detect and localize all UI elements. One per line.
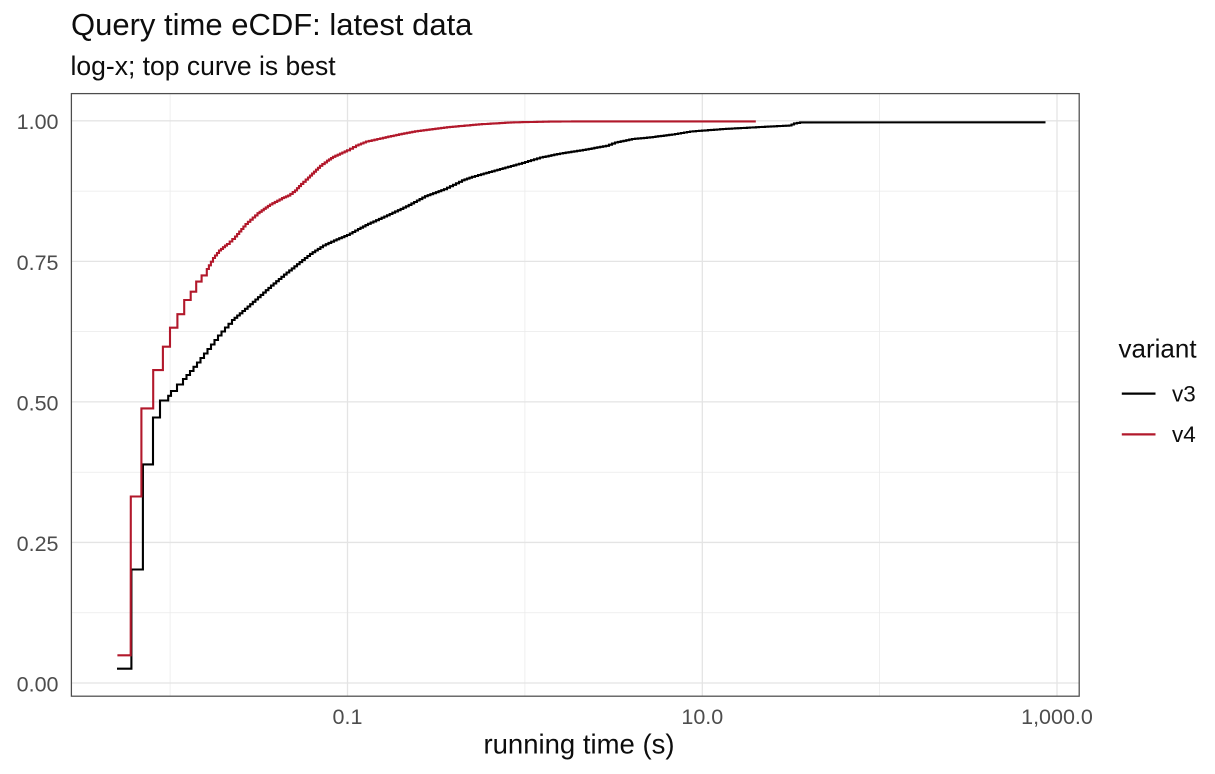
- svg-text:running time (s): running time (s): [483, 728, 674, 759]
- svg-text:1.00: 1.00: [17, 110, 59, 134]
- svg-text:v3: v3: [1172, 382, 1196, 407]
- svg-text:variant: variant: [1119, 333, 1198, 363]
- svg-text:log-x; top curve is best: log-x; top curve is best: [71, 51, 337, 81]
- svg-text:0.50: 0.50: [17, 391, 59, 415]
- svg-text:0.75: 0.75: [17, 251, 59, 275]
- svg-text:Query time eCDF: latest data: Query time eCDF: latest data: [71, 7, 473, 42]
- svg-text:0.00: 0.00: [17, 673, 59, 697]
- svg-text:0.25: 0.25: [17, 532, 59, 556]
- svg-text:10.0: 10.0: [681, 705, 723, 729]
- svg-text:v4: v4: [1172, 422, 1196, 447]
- svg-text:0.1: 0.1: [333, 705, 363, 729]
- svg-text:1,000.0: 1,000.0: [1021, 705, 1093, 729]
